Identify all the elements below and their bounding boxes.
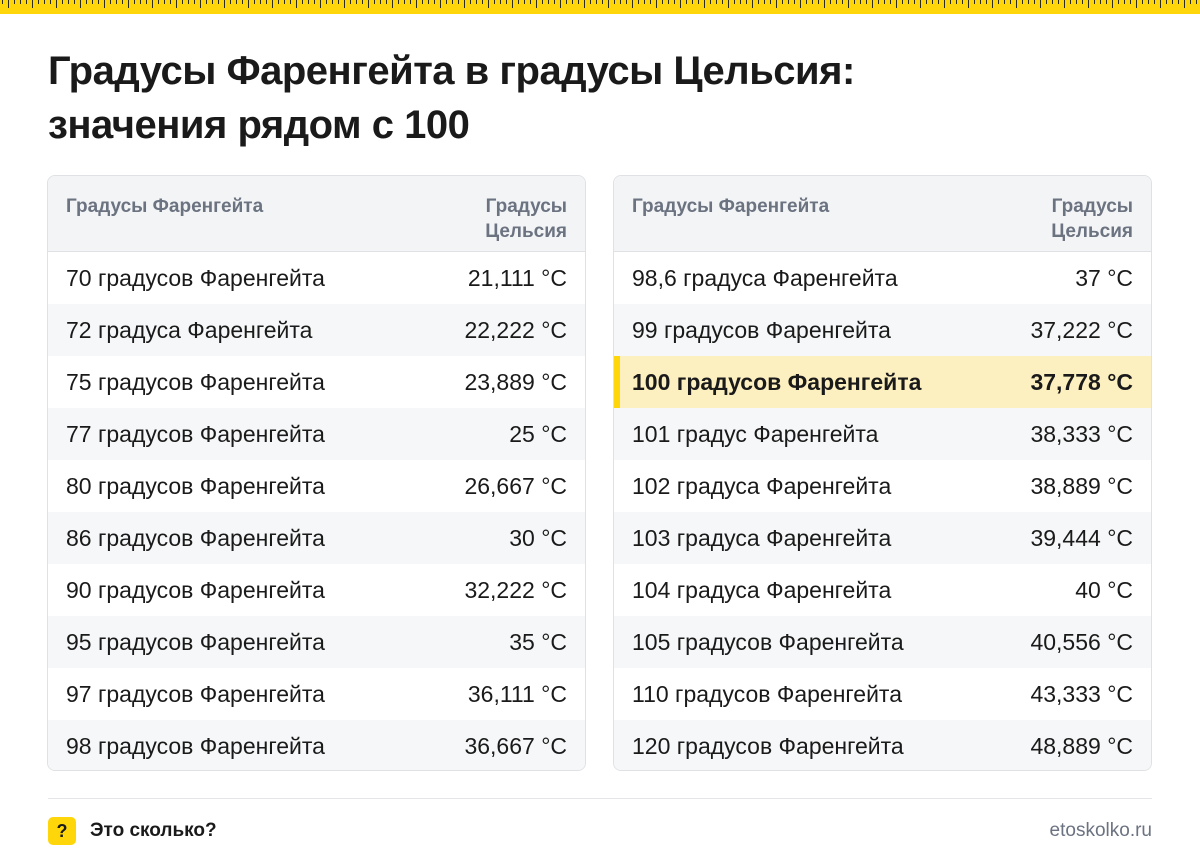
celsius-cell: 21,111 °C: [467, 264, 567, 291]
column-header-fahrenheit: Градусы Фаренгейта: [66, 196, 264, 217]
fahrenheit-cell: 72 градуса Фаренгейта: [66, 316, 313, 343]
table-row: 72 градуса Фаренгейта 22,222 °C: [48, 304, 585, 356]
celsius-cell: 37,222 °C: [1030, 316, 1133, 343]
fahrenheit-cell: 103 градуса Фаренгейта: [632, 524, 892, 551]
table-row: 97 градусов Фаренгейта 36,111 °C: [48, 668, 585, 720]
column-header-celsius-line-1: Градусы: [485, 196, 567, 217]
fahrenheit-cell: 97 градусов Фаренгейта: [66, 680, 325, 707]
celsius-cell: 36,667 °C: [464, 732, 567, 759]
column-header-celsius-line-2: Цельсия: [1051, 221, 1133, 242]
celsius-cell: 37,778 °C: [1030, 368, 1133, 395]
table-row: 98,6 градуса Фаренгейта 37 °C: [614, 252, 1151, 304]
table-row: 70 градусов Фаренгейта 21,111 °C: [48, 252, 585, 304]
fahrenheit-cell: 120 градусов Фаренгейта: [632, 732, 904, 759]
table-row: 90 градусов Фаренгейта 32,222 °C: [48, 564, 585, 616]
celsius-cell: 23,889 °C: [464, 368, 567, 395]
brand-name: Это сколько?: [90, 820, 217, 841]
table-row-highlighted: 100 градусов Фаренгейта 37,778 °C: [614, 356, 1151, 408]
top-ruler-strip: [0, 0, 1200, 14]
table-row: 98 градусов Фаренгейта 36,667 °C: [48, 720, 585, 770]
fahrenheit-cell: 99 градусов Фаренгейта: [632, 316, 891, 343]
fahrenheit-cell: 86 градусов Фаренгейта: [66, 524, 325, 551]
table-row: 103 градуса Фаренгейта 39,444 °C: [614, 512, 1151, 564]
fahrenheit-cell: 80 градусов Фаренгейта: [66, 472, 325, 499]
celsius-cell: 37 °C: [1075, 264, 1133, 291]
column-header-celsius-line-1: Градусы: [1051, 196, 1133, 217]
celsius-cell: 40 °C: [1075, 576, 1133, 603]
celsius-cell: 30 °C: [509, 524, 567, 551]
question-mark-logo-icon: ?: [48, 817, 76, 845]
footer-divider: [48, 798, 1152, 799]
page-title-line-1: Градусы Фаренгейта в градусы Цельсия:: [48, 49, 855, 93]
table-header: Градусы Фаренгейта Градусы Цельсия: [48, 176, 585, 252]
table-row: 75 градусов Фаренгейта 23,889 °C: [48, 356, 585, 408]
celsius-cell: 38,333 °C: [1030, 420, 1133, 447]
conversion-table-right: Градусы Фаренгейта Градусы Цельсия 98,6 …: [613, 175, 1152, 771]
fahrenheit-cell: 77 градусов Фаренгейта: [66, 420, 325, 447]
table-row: 105 градусов Фаренгейта 40,556 °C: [614, 616, 1151, 668]
fahrenheit-cell: 98,6 градуса Фаренгейта: [632, 264, 898, 291]
site-url: etoskolko.ru: [1049, 820, 1152, 841]
page-title: Градусы Фаренгейта в градусы Цельсия: зн…: [48, 44, 1148, 152]
table-header: Градусы Фаренгейта Градусы Цельсия: [614, 176, 1151, 252]
column-header-fahrenheit: Градусы Фаренгейта: [632, 196, 830, 217]
table-row: 95 градусов Фаренгейта 35 °C: [48, 616, 585, 668]
fahrenheit-cell: 90 градусов Фаренгейта: [66, 576, 325, 603]
fahrenheit-cell: 110 градусов Фаренгейта: [632, 680, 903, 707]
column-header-celsius-line-2: Цельсия: [485, 221, 567, 242]
celsius-cell: 39,444 °C: [1030, 524, 1133, 551]
table-row: 110 градусов Фаренгейта 43,333 °C: [614, 668, 1151, 720]
table-row: 86 градусов Фаренгейта 30 °C: [48, 512, 585, 564]
table-row: 99 градусов Фаренгейта 37,222 °C: [614, 304, 1151, 356]
celsius-cell: 22,222 °C: [464, 316, 567, 343]
celsius-cell: 40,556 °C: [1030, 628, 1133, 655]
celsius-cell: 25 °C: [509, 420, 567, 447]
celsius-cell: 26,667 °C: [464, 472, 567, 499]
celsius-cell: 32,222 °C: [464, 576, 567, 603]
fahrenheit-cell: 100 градусов Фаренгейта: [632, 368, 922, 395]
table-row: 104 градуса Фаренгейта 40 °C: [614, 564, 1151, 616]
fahrenheit-cell: 101 градус Фаренгейта: [632, 420, 879, 447]
table-row: 120 градусов Фаренгейта 48,889 °C: [614, 720, 1151, 770]
fahrenheit-cell: 104 градуса Фаренгейта: [632, 576, 892, 603]
conversion-table-left: Градусы Фаренгейта Градусы Цельсия 70 гр…: [47, 175, 586, 771]
fahrenheit-cell: 98 градусов Фаренгейта: [66, 732, 325, 759]
column-header-celsius: Градусы Цельсия: [1013, 176, 1133, 251]
column-header-celsius: Градусы Цельсия: [447, 176, 567, 251]
celsius-cell: 48,889 °C: [1030, 732, 1133, 759]
fahrenheit-cell: 102 градуса Фаренгейта: [632, 472, 892, 499]
table-row: 102 градуса Фаренгейта 38,889 °C: [614, 460, 1151, 512]
fahrenheit-cell: 75 градусов Фаренгейта: [66, 368, 325, 395]
fahrenheit-cell: 70 градусов Фаренгейта: [66, 264, 325, 291]
fahrenheit-cell: 95 градусов Фаренгейта: [66, 628, 325, 655]
fahrenheit-cell: 105 градусов Фаренгейта: [632, 628, 904, 655]
table-row: 77 градусов Фаренгейта 25 °C: [48, 408, 585, 460]
celsius-cell: 35 °C: [509, 628, 567, 655]
table-row: 101 градус Фаренгейта 38,333 °C: [614, 408, 1151, 460]
table-row: 80 градусов Фаренгейта 26,667 °C: [48, 460, 585, 512]
celsius-cell: 36,111 °C: [467, 680, 567, 707]
page-title-line-2: значения рядом с 100: [48, 103, 470, 147]
celsius-cell: 43,333 °C: [1030, 680, 1133, 707]
celsius-cell: 38,889 °C: [1030, 472, 1133, 499]
